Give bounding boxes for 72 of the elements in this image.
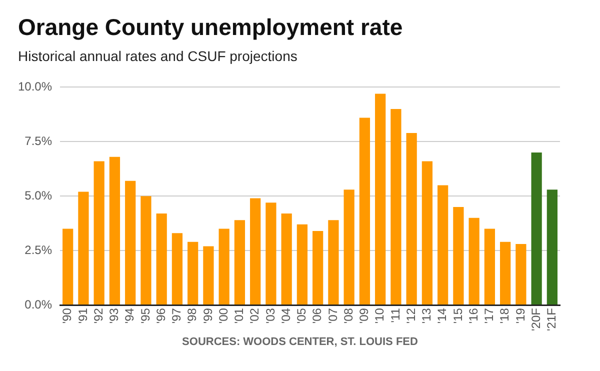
bar [94,161,104,305]
x-tick-label: '96 [154,308,168,324]
bar [375,94,386,305]
x-tick-label: '03 [263,308,278,324]
bar [266,202,276,305]
bar [390,108,402,305]
x-tick-label: '93 [107,308,122,324]
x-tick-label: '14 [435,308,450,324]
bar [296,224,308,305]
x-tick-label: '97 [170,308,184,324]
x-tick-label: '16 [466,308,480,324]
x-tick-label: '07 [326,308,340,324]
bar [468,218,480,305]
x-tick-label: '21F [544,308,558,331]
x-tick-label: '15 [450,308,465,324]
x-tick-label: '02 [248,308,262,324]
x-tick-label: '04 [278,308,293,324]
bar [218,228,230,305]
bar [422,161,433,305]
x-tick-label: '94 [122,308,137,324]
x-tick-label: '01 [232,308,246,324]
bar [484,228,496,305]
x-tick-label: '92 [91,308,106,324]
x-tick-label: '20F [528,308,543,331]
bar [312,230,324,305]
bar [109,156,120,305]
bar [344,190,354,305]
y-tick-label: 0.0% [24,297,52,312]
x-tick-label: '09 [357,308,372,324]
x-tick-label: '17 [482,308,496,324]
bar [234,220,246,305]
x-tick-label: '90 [60,308,74,324]
bar [140,196,152,305]
bar [359,118,370,305]
bar [172,233,183,305]
bar [438,185,448,305]
y-tick-label: 10.0% [18,80,52,94]
bar [500,242,511,305]
y-tick-label: 5.0% [24,188,52,202]
x-tick-label: '95 [138,308,152,324]
bar [125,180,136,305]
bar [156,214,167,305]
bar [516,244,526,305]
x-tick-label: '99 [200,308,215,324]
bar [281,214,292,305]
bar [328,220,339,305]
x-tick-label: '19 [513,308,528,324]
x-tick-label: '06 [310,308,324,324]
x-tick-label: '10 [372,308,387,324]
y-tick-label: 7.5% [24,134,52,148]
bar [62,228,74,305]
x-tick-label: '13 [420,308,434,324]
x-tick-label: '08 [341,308,356,324]
bar [406,132,417,305]
chart-subtitle: Historical annual rates and CSUF projections [18,48,298,64]
x-tick-label: '05 [294,308,309,324]
source-note: SOURCES: WOODS CENTER, ST. LOUIS FED [181,336,419,348]
y-tick-label: 2.5% [24,242,52,257]
bar [203,246,214,305]
bar [188,242,198,305]
bar [531,152,542,305]
chart-title: Orange County unemployment rate [18,14,403,41]
x-tick-label: '18 [498,308,512,324]
bar [546,190,558,305]
x-tick-label: '91 [76,308,90,324]
x-tick-label: '11 [388,308,402,323]
bar [78,192,89,305]
bar [250,198,261,305]
x-tick-label: '98 [185,308,200,324]
x-tick-label: '00 [216,308,230,324]
bar [453,207,464,305]
x-tick-label: '12 [404,308,418,324]
